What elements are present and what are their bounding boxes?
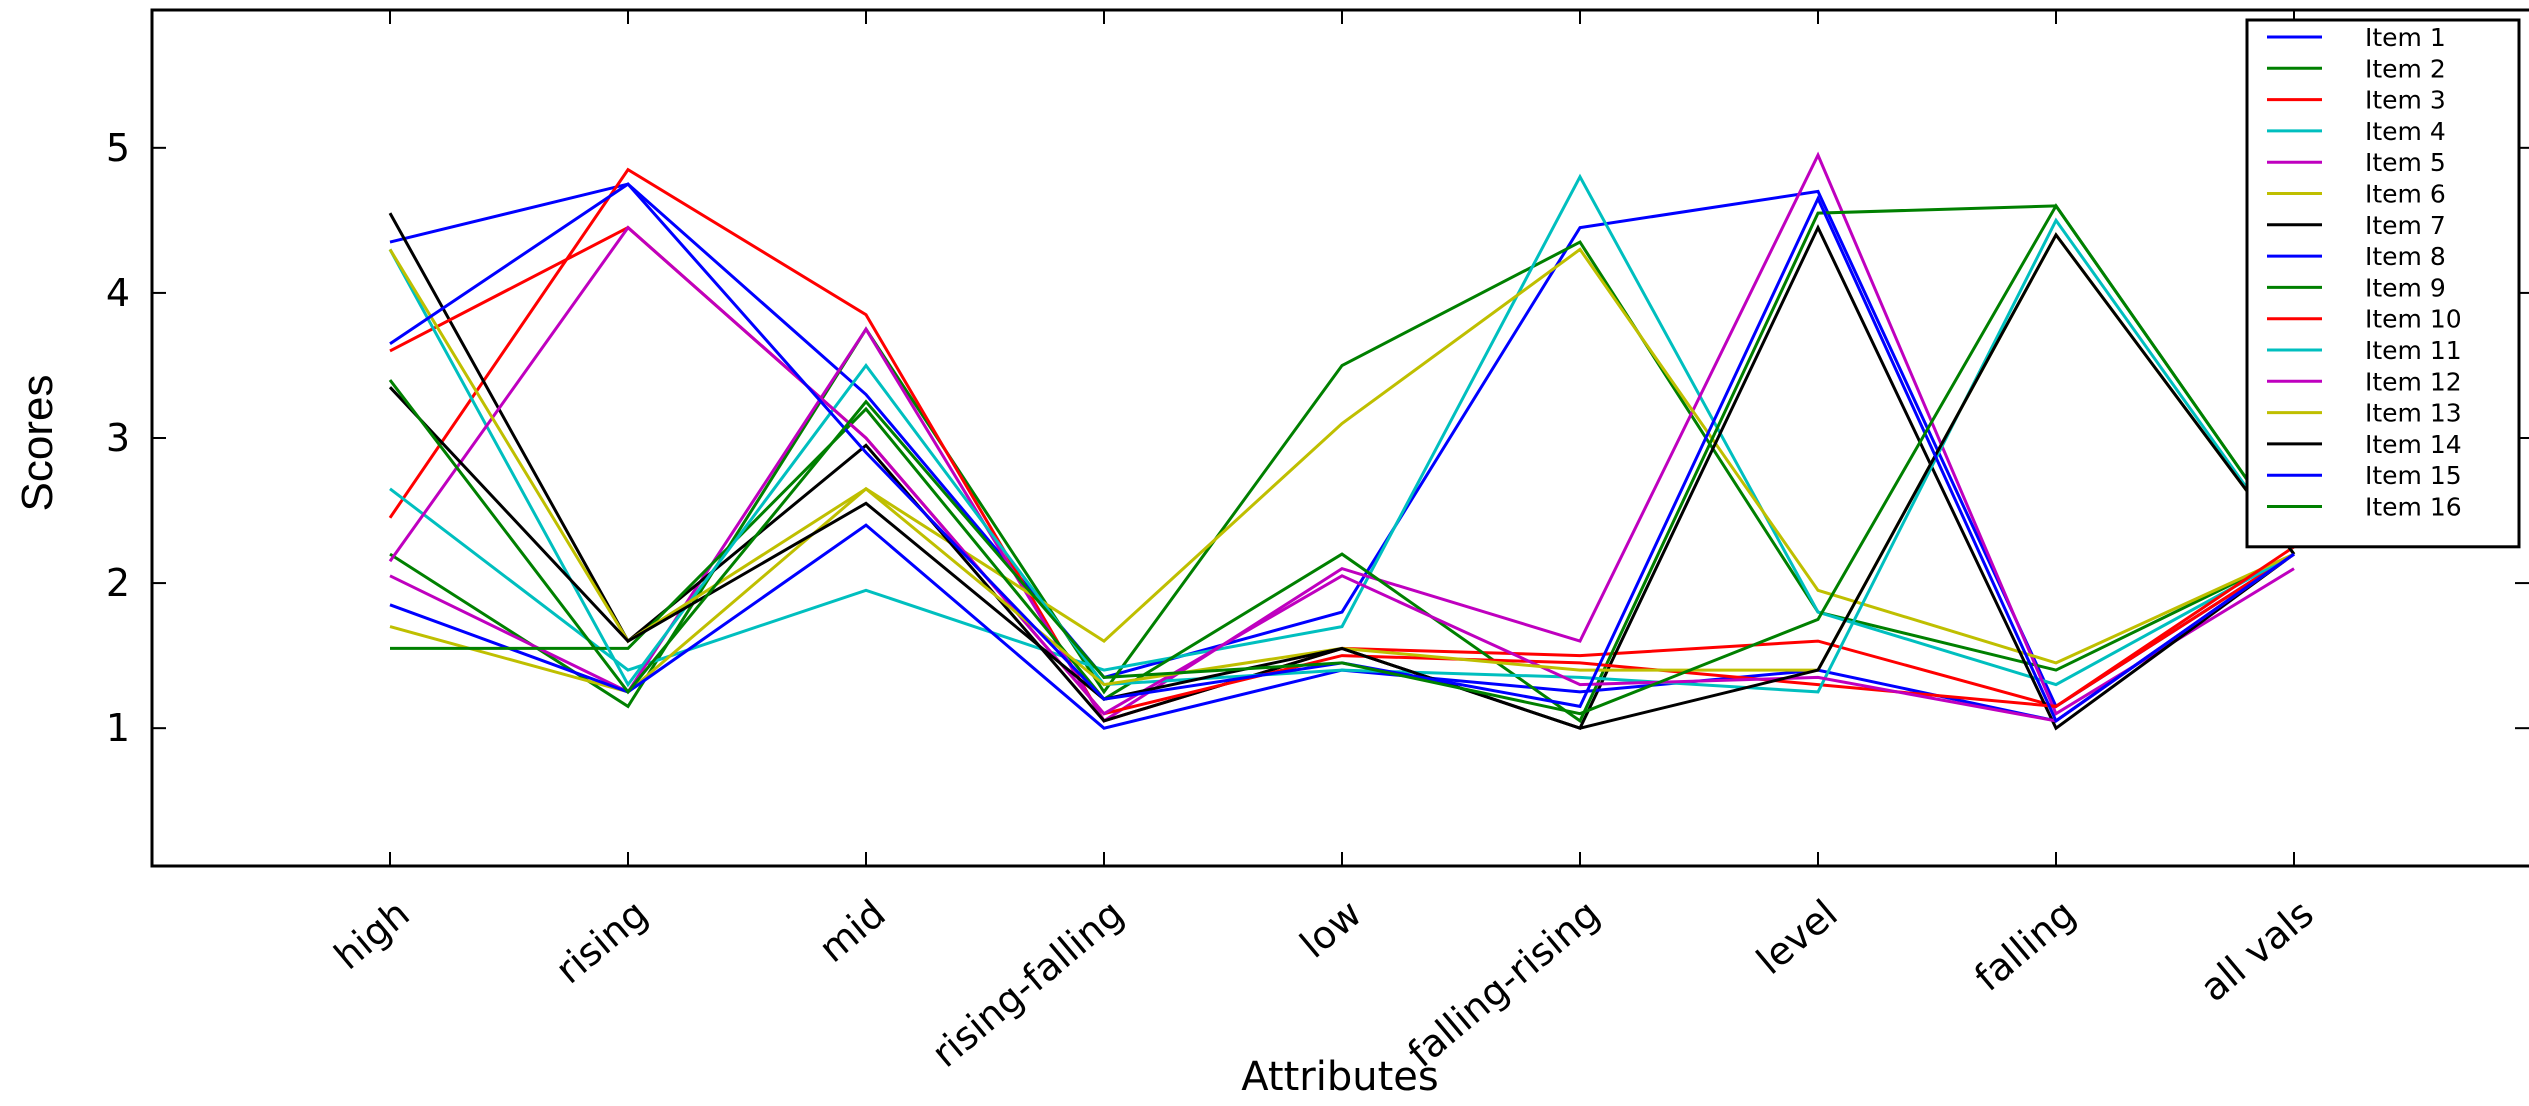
legend-entry: Item 2 (2365, 54, 2446, 83)
series-line-4 (389, 173, 2295, 687)
plot-frame (150, 8, 2529, 868)
y-tick-label: 4 (106, 271, 130, 315)
series-line-5 (389, 151, 2295, 723)
y-tick-label: 2 (106, 561, 130, 605)
legend-entry: Item 8 (2365, 242, 2446, 271)
legend-entry: Item 1 (2365, 23, 2446, 52)
ticks-layer: high rising mid rising-falling low falling-ri… (106, 10, 2529, 1076)
series-line-16 (388, 203, 2296, 716)
legend-entry: Item 3 (2365, 86, 2446, 115)
series-line-12 (388, 225, 2295, 723)
y-tick-label: 3 (106, 416, 130, 460)
x-tick-label: rising (547, 891, 656, 992)
legend-entry: Item 14 (2365, 430, 2462, 459)
y-tick-label: 1 (106, 706, 130, 750)
series-line-1 (389, 182, 2295, 709)
series-line-6 (389, 247, 2295, 694)
y-tick-label: 5 (106, 126, 130, 170)
legend-entry: Item 7 (2365, 211, 2446, 240)
legend-entry: Item 15 (2365, 461, 2462, 490)
legend-entry: Item 9 (2365, 273, 2446, 302)
series-layer (388, 151, 2296, 731)
legend-entry: Item 13 (2365, 399, 2462, 428)
series-line-3 (388, 167, 2295, 723)
legend-entry: Item 5 (2365, 148, 2446, 177)
y-axis-label: Scores (13, 375, 62, 512)
legend-entry: Item 6 (2365, 180, 2446, 209)
legend-entry: Item 4 (2365, 117, 2446, 146)
x-tick-label: high (326, 891, 418, 978)
x-axis-label: Attributes (1241, 1054, 1438, 1100)
x-tick-label: falling-rising (1399, 891, 1607, 1076)
series-line-15 (389, 182, 2295, 724)
series-line-9 (390, 204, 2296, 724)
legend-entry: Item 16 (2365, 493, 2462, 522)
legend-entry: Item 11 (2365, 336, 2462, 365)
legend-box (2245, 18, 2521, 549)
legend-entry: Item 12 (2365, 367, 2462, 396)
x-tick-label: low (1292, 891, 1370, 966)
series-line-10 (389, 225, 2295, 716)
x-tick-label: rising-falling (923, 891, 1131, 1076)
x-tick-label: all vals (2192, 891, 2322, 1010)
x-tick-label: falling (1966, 891, 2084, 1000)
x-tick-label: level (1748, 891, 1846, 983)
x-tick-label: mid (811, 891, 894, 971)
legend-entry: Item 10 (2365, 305, 2462, 334)
